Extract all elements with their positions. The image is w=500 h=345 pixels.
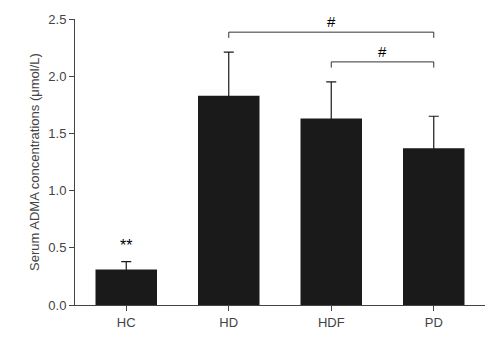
- svg-text:1.0: 1.0: [48, 183, 66, 198]
- svg-text:#: #: [378, 43, 387, 60]
- svg-text:HDF: HDF: [318, 315, 345, 330]
- svg-text:2.0: 2.0: [48, 69, 66, 84]
- svg-text:Serum ADMA concentrations (μmo: Serum ADMA concentrations (μmol/L): [27, 53, 42, 271]
- svg-text:2.5: 2.5: [48, 12, 66, 27]
- svg-text:HC: HC: [117, 315, 136, 330]
- svg-text:**: **: [120, 237, 132, 254]
- svg-text:1.5: 1.5: [48, 126, 66, 141]
- svg-text:#: #: [327, 13, 336, 30]
- svg-text:PD: PD: [425, 315, 443, 330]
- svg-text:0.5: 0.5: [48, 240, 66, 255]
- svg-text:0.0: 0.0: [48, 298, 66, 313]
- svg-text:HD: HD: [219, 315, 238, 330]
